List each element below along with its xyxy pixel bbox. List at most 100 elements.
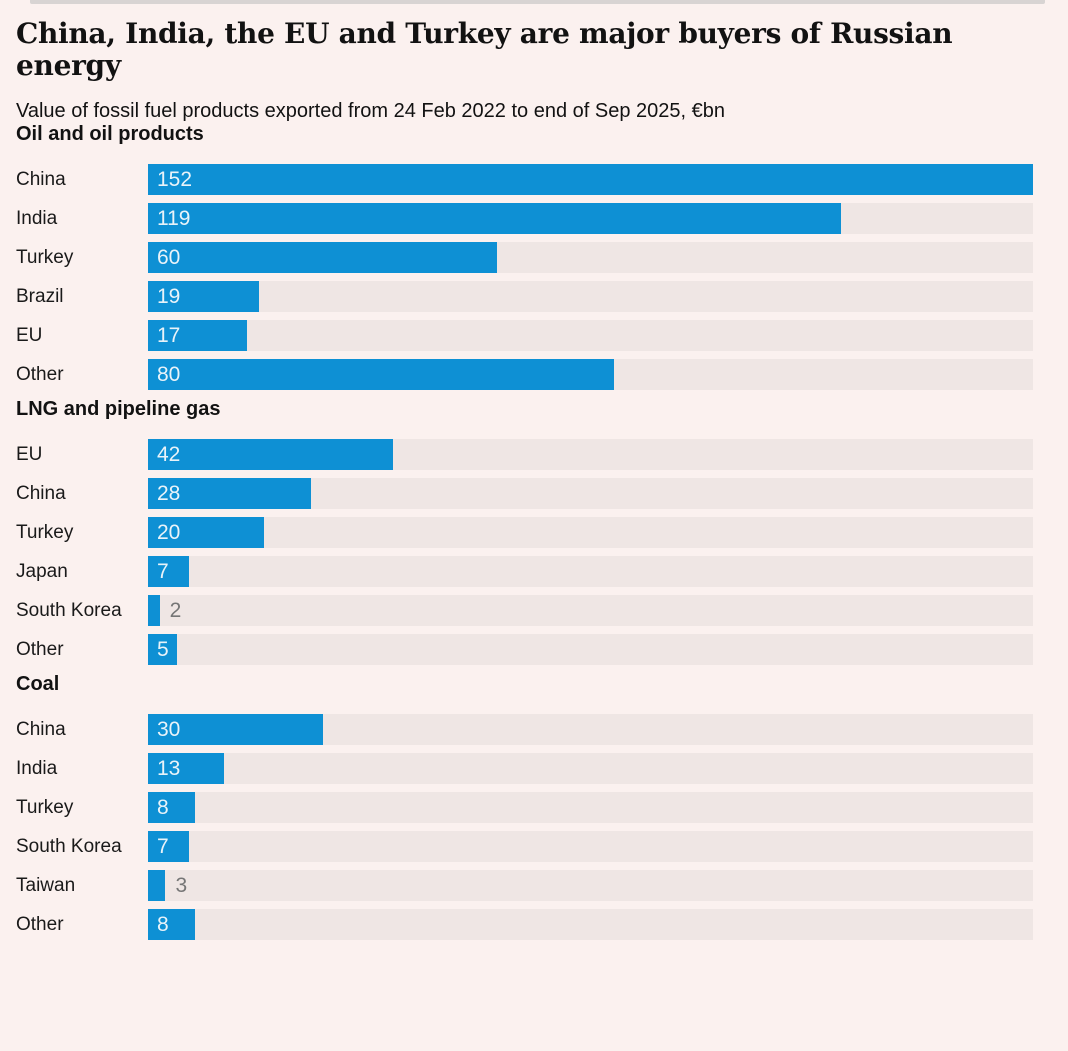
bar [148,753,224,785]
section-title: LNG and pipeline gas [16,398,221,421]
bar-row: Japan 7 [16,556,1033,588]
bar-track: 28 [148,478,1033,510]
bar [148,242,498,274]
bar-row: Other 8 [16,909,1033,941]
bar-row: Turkey 20 [16,517,1033,549]
bar-track: 3 [148,870,1033,902]
bar-row: EU 42 [16,439,1033,471]
bar-track: 5 [148,634,1033,666]
top-divider [30,0,1045,4]
bar-track: 19 [148,281,1033,313]
bar-row: India 13 [16,753,1033,785]
category-label: Turkey [16,522,74,544]
bar [148,792,195,824]
chart-title: China, India, the EU and Turkey are majo… [16,17,953,83]
bar-value: 119 [157,207,191,231]
bar [148,595,160,627]
bar-track: 7 [148,831,1033,863]
bar-track: 8 [148,792,1033,824]
category-label: China [16,483,66,505]
bar-track: 13 [148,753,1033,785]
bar-value: 42 [157,443,181,467]
bar-rows: EU 42 China 28 Turkey 20 Japan 7 South K… [16,439,1033,666]
bar-row: Turkey 60 [16,242,1033,274]
bar-row: EU 17 [16,320,1033,352]
chart-section-1: Oil and oil products China 152 India 119… [16,123,1033,391]
bar [148,831,189,863]
category-label: Other [16,639,64,661]
bar-value: 28 [157,482,181,506]
bar-value: 60 [157,246,181,270]
bar-row: India 119 [16,203,1033,235]
bar-value: 13 [157,757,181,781]
bar-value: 30 [157,718,181,742]
charts: Oil and oil products China 152 India 119… [16,123,1033,941]
bar-track: 20 [148,517,1033,549]
bar [148,556,189,588]
category-label: Japan [16,561,68,583]
bar [148,634,178,666]
category-label: India [16,208,58,230]
bar-row: China 30 [16,714,1033,746]
bar-row: South Korea 2 [16,595,1033,627]
bar-rows: China 152 India 119 Turkey 60 Brazil 19 … [16,164,1033,391]
bar-track: 8 [148,909,1033,941]
bar-row: Taiwan 3 [16,870,1033,902]
bar-value: 152 [157,168,193,192]
bar-track: 80 [148,359,1033,391]
chart-subtitle: Value of fossil fuel products exported f… [16,100,725,123]
bar [148,870,166,902]
category-label: Brazil [16,286,64,308]
bar [148,203,841,235]
bar-value: 2 [169,599,182,623]
bar [148,439,393,471]
category-label: EU [16,325,43,347]
chart-section-3: Coal China 30 India 13 Turkey 8 South Ko… [16,673,1033,941]
category-label: China [16,169,66,191]
bar-row: China 152 [16,164,1033,196]
category-label: Other [16,364,64,386]
bar-value: 7 [157,835,169,859]
bar [148,164,1033,196]
bar-value: 19 [157,285,181,309]
category-label: Turkey [16,797,74,819]
category-label: EU [16,444,43,466]
category-label: China [16,719,66,741]
bar-row: South Korea 7 [16,831,1033,863]
category-label: South Korea [16,836,122,858]
bar-row: Other 5 [16,634,1033,666]
bar-value: 5 [157,638,169,662]
bar-track: 30 [148,714,1033,746]
bar-track: 152 [148,164,1033,196]
category-label: Turkey [16,247,74,269]
bar-row: China 28 [16,478,1033,510]
category-label: Taiwan [16,875,76,897]
bar-row: Other 80 [16,359,1033,391]
bar-value: 3 [175,874,188,898]
bar [148,478,312,510]
bar-track: 7 [148,556,1033,588]
bar-value: 20 [157,521,181,545]
bar-track: 17 [148,320,1033,352]
bar-row: Brazil 19 [16,281,1033,313]
bar-track: 42 [148,439,1033,471]
bar-value: 80 [157,363,181,387]
bar-value: 7 [157,560,169,584]
bar [148,517,265,549]
bar-value: 8 [157,913,169,937]
bar-rows: China 30 India 13 Turkey 8 South Korea 7… [16,714,1033,941]
bar [148,359,614,391]
bar-track: 119 [148,203,1033,235]
section-title: Coal [16,673,60,696]
bar-value: 17 [157,324,181,348]
bar [148,714,323,746]
bar [148,281,259,313]
bar-track: 2 [148,595,1033,627]
bar-track: 60 [148,242,1033,274]
section-title: Oil and oil products [16,123,204,146]
chart-section-2: LNG and pipeline gas EU 42 China 28 Turk… [16,398,1033,666]
bar [148,909,195,941]
category-label: Other [16,914,64,936]
category-label: South Korea [16,600,122,622]
